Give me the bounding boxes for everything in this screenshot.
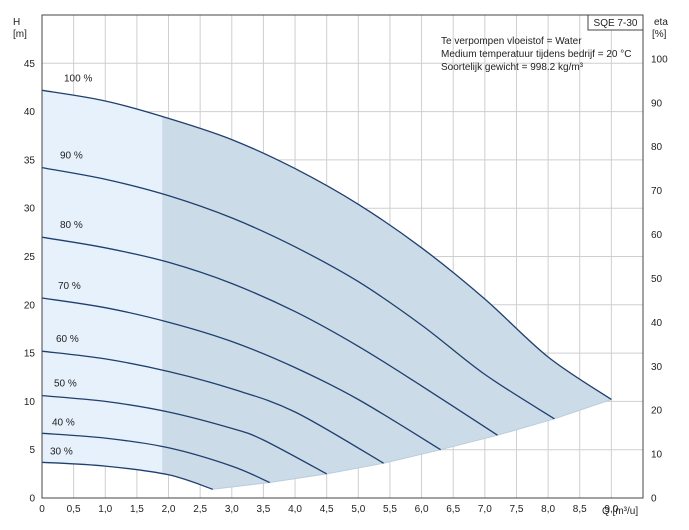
x-tick-label: 5,5 <box>383 504 397 515</box>
curve-label: 80 % <box>60 220 83 231</box>
title-box: SQE 7-30 <box>587 14 644 31</box>
y2-tick-label: 20 <box>651 406 663 417</box>
y2-axis-unit: [%] <box>652 29 667 40</box>
x-tick-label: 1,0 <box>98 504 112 515</box>
curve-90-percent <box>41 166 555 420</box>
y2-tick-label: 100 <box>651 54 668 65</box>
curve-30-percent <box>41 461 214 490</box>
y-tick-label: 15 <box>24 349 36 360</box>
y-tick-label: 20 <box>24 300 36 311</box>
area-light-region <box>42 90 163 490</box>
x-tick-label: 1,5 <box>130 504 144 515</box>
y-tick-label: 40 <box>24 107 36 118</box>
curve-label: 40 % <box>52 417 75 428</box>
curve-label: 30 % <box>50 446 73 457</box>
x-tick-label: 4,0 <box>288 504 302 515</box>
y2-tick-label: 50 <box>651 274 663 285</box>
note-density: Soortelijk gewicht = 998.2 kg/m³ <box>441 62 584 73</box>
y-tick-labels: 0 5 10 15 20 25 30 35 40 45 <box>24 59 36 505</box>
y-axis-unit: [m] <box>13 29 27 40</box>
x-tick-label: 0 <box>39 504 45 515</box>
curves <box>41 89 612 490</box>
y-tick-label: 25 <box>24 252 36 263</box>
x-tick-label: 7,0 <box>478 504 492 515</box>
y-tick-label: 10 <box>24 397 36 408</box>
curve-100-percent <box>41 89 612 401</box>
curve-label: 60 % <box>56 334 79 345</box>
y-tick-label: 5 <box>29 445 35 456</box>
y2-tick-label: 30 <box>651 362 663 373</box>
y2-axis-label: eta <box>654 17 668 28</box>
curve-80-percent <box>41 236 498 436</box>
x-tick-label: 4,5 <box>320 504 334 515</box>
curve-50-percent <box>41 394 328 475</box>
curve-label: 50 % <box>54 379 77 390</box>
y2-tick-label: 80 <box>651 142 663 153</box>
chart-title: SQE 7-30 <box>594 18 638 29</box>
note-temperature: Medium temperatuur tijdens bedrijf = 20 … <box>441 49 631 60</box>
x-tick-labels: 0 0,5 1,0 1,5 2,0 2,5 3,0 3,5 4,0 4,5 5,0 5,5 6,0 6,5… <box>39 504 619 515</box>
x-tick-label: 0,5 <box>67 504 81 515</box>
y2-tick-label: 0 <box>651 494 657 505</box>
y2-tick-label: 70 <box>651 186 663 197</box>
x-tick-label: 9,0 <box>604 504 618 515</box>
x-tick-label: 6,0 <box>415 504 429 515</box>
y2-tick-labels: 0 10 20 30 40 50 60 70 80 90 100 <box>651 54 668 504</box>
y2-tick-label: 10 <box>651 450 663 461</box>
curve-label: 70 % <box>58 281 81 292</box>
y2-tick-label: 90 <box>651 98 663 109</box>
x-tick-label: 7,5 <box>510 504 524 515</box>
curve-label: 100 % <box>64 73 92 84</box>
y-tick-label: 0 <box>29 494 35 505</box>
x-tick-label: 3,5 <box>256 504 270 515</box>
curve-label: 90 % <box>60 151 83 162</box>
y-axis-label: H <box>13 17 20 28</box>
x-tick-label: 8,0 <box>541 504 555 515</box>
y-tick-label: 45 <box>24 59 36 70</box>
curve-70-percent <box>41 297 441 451</box>
y-tick-label: 35 <box>24 155 36 166</box>
plot-frame <box>41 14 644 499</box>
x-axis-label: Q [m³/u] <box>602 506 638 517</box>
x-tick-label: 3,0 <box>225 504 239 515</box>
curve-60-percent <box>41 350 384 464</box>
y2-tick-label: 60 <box>651 230 663 241</box>
y-tick-label: 30 <box>24 204 36 215</box>
x-tick-label: 5,0 <box>351 504 365 515</box>
x-tick-label: 8,5 <box>573 504 587 515</box>
y2-tick-label: 40 <box>651 318 663 329</box>
x-tick-label: 2,5 <box>193 504 207 515</box>
curve-40-percent <box>41 432 270 484</box>
note-fluid: Te verpompen vloeistof = Water <box>441 36 582 47</box>
area-lower-edge <box>212 399 612 490</box>
x-tick-label: 6,5 <box>446 504 460 515</box>
curve-labels: 100 % 90 % 80 % 70 % 60 % 50 % 40 % 30 % <box>50 73 92 457</box>
x-tick-label: 2,0 <box>162 504 176 515</box>
